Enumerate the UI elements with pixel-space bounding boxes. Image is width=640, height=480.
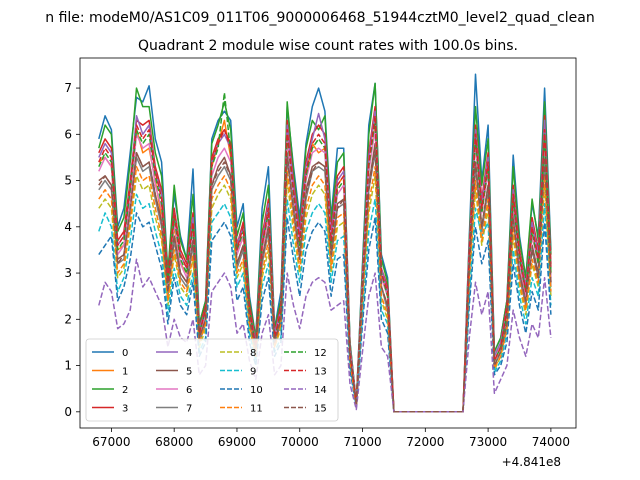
legend-label-6: 6 <box>186 385 192 396</box>
y-tick-label: 4 <box>64 220 72 234</box>
series-line-3 <box>98 105 552 413</box>
x-tick-label: 73000 <box>469 435 507 449</box>
chart-title: Quadrant 2 module wise count rates with … <box>138 38 518 54</box>
y-tick-label: 3 <box>64 266 72 280</box>
legend-label-0: 0 <box>122 348 128 359</box>
series-line-15 <box>98 147 552 413</box>
legend-label-1: 1 <box>122 367 128 378</box>
series-line-10 <box>98 212 552 413</box>
x-tick-label: 71000 <box>343 435 381 449</box>
legend-label-9: 9 <box>250 367 256 378</box>
y-tick-label: 0 <box>64 405 72 419</box>
series-line-13 <box>98 115 552 413</box>
y-tick-label: 1 <box>64 359 72 373</box>
x-tick-label: 69000 <box>218 435 256 449</box>
series-lines <box>98 73 552 413</box>
legend-label-5: 5 <box>186 367 192 378</box>
y-tick-label: 7 <box>64 81 72 95</box>
legend-box <box>85 338 339 422</box>
legend-label-14: 14 <box>314 385 327 396</box>
legend-label-8: 8 <box>250 348 256 359</box>
legend-label-13: 13 <box>314 367 327 378</box>
x-tick-label: 72000 <box>406 435 444 449</box>
legend-label-15: 15 <box>314 404 327 415</box>
legend-label-3: 3 <box>122 404 128 415</box>
legend-label-12: 12 <box>314 348 327 359</box>
y-tick-label: 2 <box>64 312 72 326</box>
x-offset-label: +4.841e8 <box>502 455 561 469</box>
legend-label-11: 11 <box>250 404 263 415</box>
series-line-9 <box>98 193 552 413</box>
y-tick-label: 6 <box>64 127 72 141</box>
series-line-14 <box>98 258 552 413</box>
x-tick-label: 67000 <box>92 435 130 449</box>
legend-label-2: 2 <box>122 385 128 396</box>
legend-label-10: 10 <box>250 385 263 396</box>
figure-suptitle: n file: modeM0/AS1C09_011T06_9000006468_… <box>45 10 594 26</box>
x-tick-label: 70000 <box>281 435 319 449</box>
y-axis: 0 1 2 3 4 5 6 7 <box>64 81 80 419</box>
series-line-11 <box>98 165 552 413</box>
series-line-2 <box>98 82 552 413</box>
axes-frame <box>79 57 577 429</box>
y-tick-label: 5 <box>64 174 72 188</box>
legend-label-4: 4 <box>186 348 192 359</box>
x-tick-label: 68000 <box>155 435 193 449</box>
legend-label-7: 7 <box>186 404 192 415</box>
x-axis: 67000 68000 69000 70000 71000 72000 73000 74000 <box>92 428 570 449</box>
x-tick-label: 74000 <box>532 435 570 449</box>
